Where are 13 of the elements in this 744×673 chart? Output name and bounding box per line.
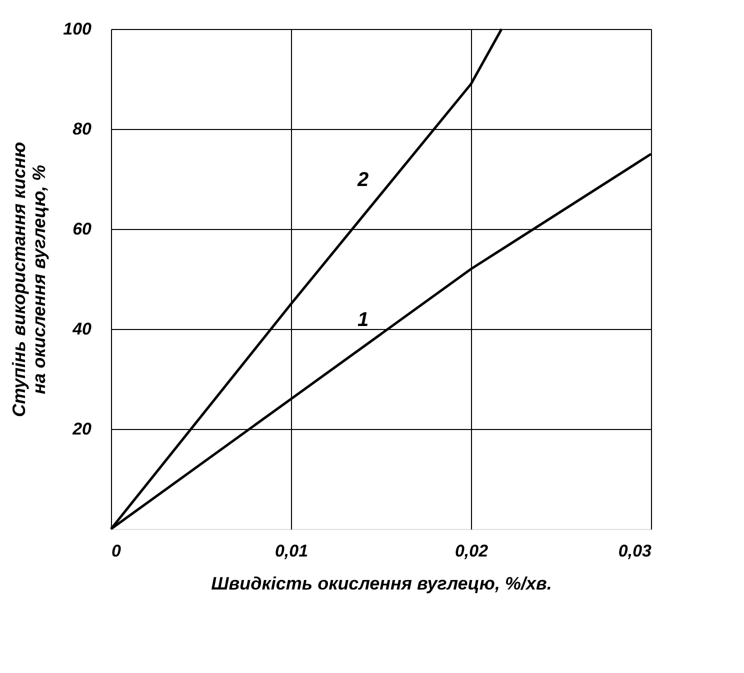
x-tick-label: 0,03 (618, 542, 652, 560)
x-axis-title: Швидкість окислення вуглецю, %/хв. (211, 574, 552, 594)
y-tick-label: 80 (72, 120, 92, 138)
series-label: 2 (356, 169, 369, 191)
x-tick-label: 0 (112, 542, 122, 560)
y-tick-label: 20 (72, 420, 92, 438)
x-tick-label: 0,01 (274, 542, 308, 560)
x-tick-label: 0,02 (454, 542, 489, 560)
y-tick-label: 100 (63, 20, 92, 38)
y-axis-title: Ступінь використання кисню на окислення вуглецю, % (9, 142, 50, 418)
y-tick-label: 60 (72, 220, 92, 238)
y-tick-label: 40 (72, 320, 92, 338)
series-label: 1 (357, 309, 369, 331)
